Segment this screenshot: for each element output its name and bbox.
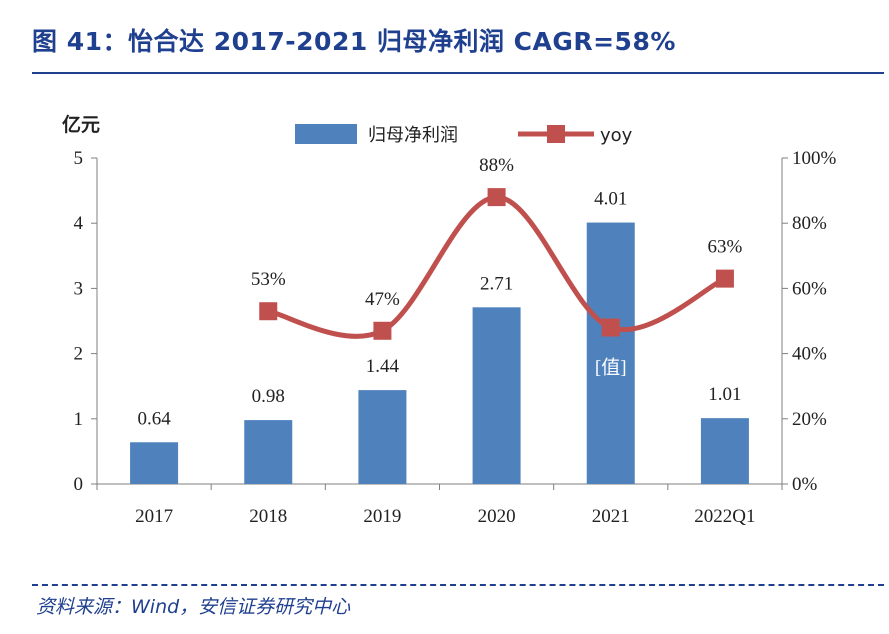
source-note: 资料来源：Wind，安信证券研究中心 — [36, 596, 351, 618]
yoy-value-label: 63% — [708, 237, 743, 258]
x-tick-label: 2022Q1 — [694, 506, 755, 527]
legend-line-marker — [547, 125, 565, 143]
right-tick-label: 20% — [792, 409, 827, 430]
bar — [586, 222, 635, 484]
right-tick-label: 100% — [792, 148, 837, 169]
yoy-marker — [373, 321, 392, 340]
line-series — [259, 188, 734, 340]
bar-value-label: 4.01 — [594, 189, 627, 210]
data-labels: 0.64 0.98 1.44 2.71 4.01 1.01 53% 47% 88% [值] 63% — [137, 155, 742, 429]
bar-series — [130, 222, 749, 484]
x-tick-label: 2019 — [363, 506, 401, 527]
bar-value-label: 1.44 — [366, 356, 400, 377]
bar — [244, 420, 293, 484]
left-tick-label: 5 — [74, 148, 84, 169]
right-tick-label: 60% — [792, 278, 827, 299]
yoy-value-label: [值] — [595, 357, 627, 379]
chart-title: 图 41：怡合达 2017-2021 归母净利润 CAGR=58% — [32, 27, 676, 56]
left-tick-label: 1 — [74, 409, 84, 430]
x-tick-label: 2020 — [478, 506, 516, 527]
left-tick-label: 0 — [74, 474, 84, 495]
yoy-value-label: 47% — [365, 289, 400, 310]
bar-value-label: 2.71 — [480, 273, 513, 294]
chart-axes: 0 1 2 3 4 5 0% 20% 40% 60% 80% 100% 2017 2018 2019 2020… — [62, 113, 837, 527]
right-tick-label: 80% — [792, 213, 827, 234]
legend-bar-label: 归母净利润 — [368, 125, 458, 146]
yoy-marker — [487, 188, 506, 207]
yoy-marker — [601, 318, 620, 337]
right-tick-label: 0% — [792, 474, 818, 495]
bar-value-label: 1.01 — [708, 384, 741, 405]
bar — [700, 418, 749, 484]
left-tick-label: 2 — [74, 344, 84, 365]
bar-value-label: 0.98 — [252, 386, 285, 407]
x-tick-label: 2018 — [249, 506, 287, 527]
yoy-marker — [259, 302, 278, 321]
bar-value-label: 0.64 — [137, 408, 171, 429]
x-tick-label: 2021 — [592, 506, 630, 527]
chart-legend: 归母净利润 yoy — [295, 124, 633, 146]
yoy-marker — [715, 269, 734, 288]
yoy-value-label: 88% — [479, 155, 514, 176]
left-tick-label: 3 — [74, 278, 84, 299]
source-divider — [32, 584, 884, 586]
yoy-value-label: 53% — [251, 269, 286, 290]
bar — [472, 307, 521, 484]
y-axis-unit: 亿元 — [62, 113, 100, 136]
bar — [358, 390, 407, 484]
chart-area: 0 1 2 3 4 5 0% 20% 40% 60% 80% 100% 2017 2018 2019 2020… — [62, 113, 837, 527]
legend-bar-swatch — [295, 124, 357, 144]
x-tick-label: 2017 — [135, 506, 173, 527]
left-tick-label: 4 — [74, 213, 84, 234]
bar — [130, 442, 179, 484]
legend-line-label: yoy — [600, 125, 633, 146]
title-divider — [32, 72, 884, 74]
right-tick-label: 40% — [792, 344, 827, 365]
